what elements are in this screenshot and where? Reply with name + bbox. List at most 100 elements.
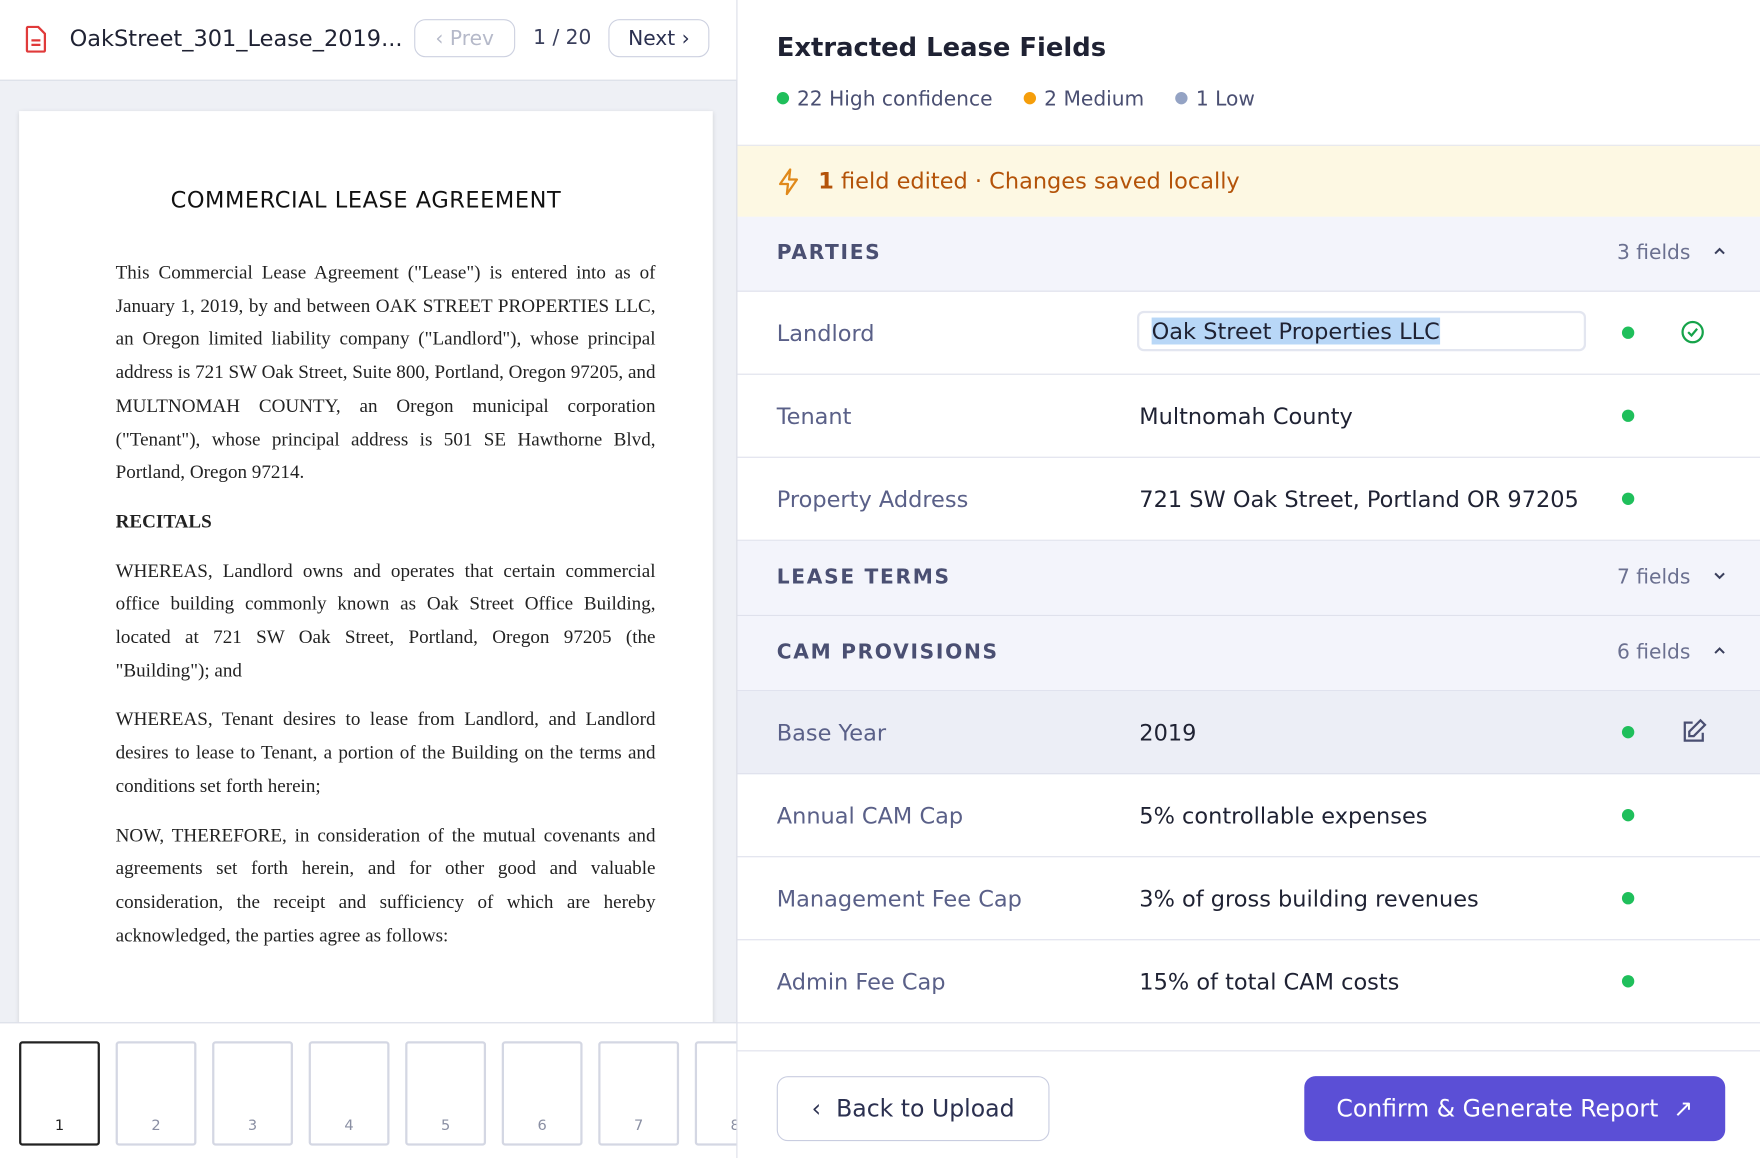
page-thumbnail[interactable]: 7 (598, 1041, 680, 1146)
section-heading: RECITALS (115, 510, 212, 532)
document-body: This Commercial Lease Agreement ("Lease"… (116, 256, 656, 968)
field-value: 2019 (1139, 719, 1197, 747)
field-label: Tenant (776, 402, 852, 430)
confidence-label: 1 Low (1195, 87, 1255, 112)
confidence-dot (1023, 92, 1037, 105)
field-row: Base Year 2019 (737, 691, 1760, 775)
next-button[interactable]: Next › (608, 19, 710, 58)
document-page: COMMERCIAL LEASE AGREEMENT This Commerci… (19, 111, 713, 1043)
page-thumbnail[interactable]: 4 (308, 1041, 390, 1146)
section-name: PARTIES (776, 241, 882, 265)
page-thumbnail[interactable]: 6 (501, 1041, 583, 1146)
confidence-dot (1175, 92, 1189, 105)
field-row: Property Address 721 SW Oak Street, Portl… (737, 458, 1760, 541)
file-icon (25, 25, 47, 53)
confidence-item: 1 Low (1175, 87, 1271, 112)
fields-panel: Extracted Lease Fields 22 High confidenc… (737, 0, 1760, 1158)
edit-icon[interactable] (1680, 718, 1707, 745)
thumbnail-number: 6 (537, 1117, 547, 1135)
field-row: Admin Fee Cap 15% of total CAM costs (737, 940, 1760, 1024)
field-label: Base Year (776, 719, 887, 747)
panel-footer: ‹ Back to Upload Confirm & Generate Repo… (737, 1050, 1760, 1158)
back-label: Back to Upload (836, 1095, 1015, 1123)
confirm-label: Confirm & Generate Report (1336, 1095, 1659, 1123)
banner-text: 1 field edited · Changes saved locally (818, 167, 1239, 194)
field-value: 15% of total CAM costs (1139, 968, 1400, 996)
confidence-dot (1621, 492, 1635, 505)
field-value: 5% controllable expenses (1139, 802, 1428, 830)
edit-banner: 1 field edited · Changes saved locally (737, 144, 1760, 219)
document-title: COMMERCIAL LEASE AGREEMENT (170, 186, 562, 214)
section-count: 7 fields (1617, 565, 1691, 590)
confidence-label: 22 High confidence (796, 87, 993, 112)
page-thumbnail[interactable]: 3 (212, 1041, 293, 1146)
field-label: Property Address (776, 485, 969, 513)
panel-title: Extracted Lease Fields (776, 33, 1107, 63)
confidence-dot (1621, 892, 1635, 905)
section-header[interactable]: LEASE TERMS 7 fields (737, 540, 1760, 617)
back-button[interactable]: ‹ Back to Upload (776, 1076, 1050, 1142)
thumbnail-number: 2 (151, 1117, 161, 1135)
confirm-button[interactable]: Confirm & Generate Report ↗ (1304, 1076, 1726, 1142)
document-viewer: OakStreet_301_Lease_2019... ‹ Prev 1 / 2… (0, 0, 738, 1158)
field-row: Management Fee Cap 3% of gross building r… (737, 857, 1760, 941)
field-value: 721 SW Oak Street, Portland OR 97205 (1139, 485, 1579, 513)
confidence-item: 22 High confidence (776, 87, 1009, 112)
section-count: 3 fields (1617, 241, 1691, 265)
paragraph: NOW, THEREFORE, in consideration of the … (115, 824, 656, 946)
thumbnail-number: 8 (697, 1118, 737, 1135)
field-label: Landlord (776, 319, 875, 347)
field-row: Tenant Multnomah County (737, 375, 1760, 458)
field-input[interactable]: Oak Street Properties LLC (1137, 310, 1587, 352)
confidence-dot (1621, 975, 1635, 988)
file-name: OakStreet_301_Lease_2019... (69, 24, 403, 52)
confidence-dot (1621, 326, 1635, 339)
banner-message: field edited · Changes saved locally (841, 167, 1240, 195)
chevron-icon (1714, 647, 1725, 654)
page-thumbnail[interactable]: 8 (694, 1041, 737, 1146)
section-name: LEASE TERMS (776, 565, 951, 590)
paragraph: WHEREAS, Landlord owns and operates that… (115, 559, 656, 681)
thumbnail-strip: 1 2 3 4 5 6 7 8 (0, 1022, 737, 1158)
confidence-dot (1621, 409, 1635, 422)
paragraph: This Commercial Lease Agreement ("Lease"… (115, 261, 656, 483)
confidence-dot (1621, 725, 1635, 739)
prev-label: Prev (449, 26, 494, 51)
edit-count: 1 (818, 167, 834, 195)
field-row: Landlord Oak Street Properties LLC (737, 292, 1760, 375)
thumbnail-number: 1 (54, 1117, 65, 1135)
bolt-icon (778, 168, 799, 196)
confidence-dot (776, 92, 790, 105)
field-label: Annual CAM Cap (776, 802, 964, 830)
field-value: 3% of gross building revenues (1139, 885, 1479, 913)
confidence-item: 2 Medium (1023, 87, 1160, 112)
confirm-icon[interactable] (1680, 320, 1705, 345)
section-header[interactable]: CAM PROVISIONS 6 fields (737, 616, 1760, 692)
field-value: Multnomah County (1139, 402, 1353, 430)
field-list: PARTIES 3 fields Landlord Oak Street Proper… (737, 216, 1760, 1051)
viewer-header: OakStreet_301_Lease_2019... ‹ Prev 1 / 2… (0, 0, 737, 81)
chevron-icon (1714, 247, 1725, 255)
prev-button[interactable]: ‹ Prev (414, 19, 516, 58)
paragraph: WHEREAS, Tenant desires to lease from La… (115, 708, 656, 797)
next-label: Next (628, 26, 676, 51)
section-header[interactable]: PARTIES 3 fields (737, 216, 1760, 292)
section-name: CAM PROVISIONS (776, 640, 999, 665)
confidence-summary: 22 High confidence 2 Medium 1 Low (776, 87, 1287, 112)
chevron-icon (1714, 572, 1725, 580)
field-row: Annual CAM Cap 5% controllable expenses (737, 774, 1760, 858)
field-label: Management Fee Cap (776, 885, 1022, 913)
thumbnail-number: 4 (344, 1117, 354, 1135)
field-value: Oak Street Properties LLC (1151, 317, 1440, 345)
page-thumbnail[interactable]: 5 (405, 1041, 487, 1146)
thumbnail-number: 7 (634, 1117, 644, 1135)
thumbnail-number: 5 (440, 1117, 451, 1135)
page-indicator: 1 / 20 (533, 25, 592, 50)
page-thumbnail[interactable]: 1 (19, 1041, 100, 1146)
page-thumbnail[interactable]: 2 (115, 1041, 197, 1146)
confidence-dot (1621, 809, 1635, 822)
confidence-label: 2 Medium (1044, 87, 1145, 112)
thumbnail-number: 3 (247, 1117, 258, 1135)
field-label: Admin Fee Cap (776, 968, 946, 996)
